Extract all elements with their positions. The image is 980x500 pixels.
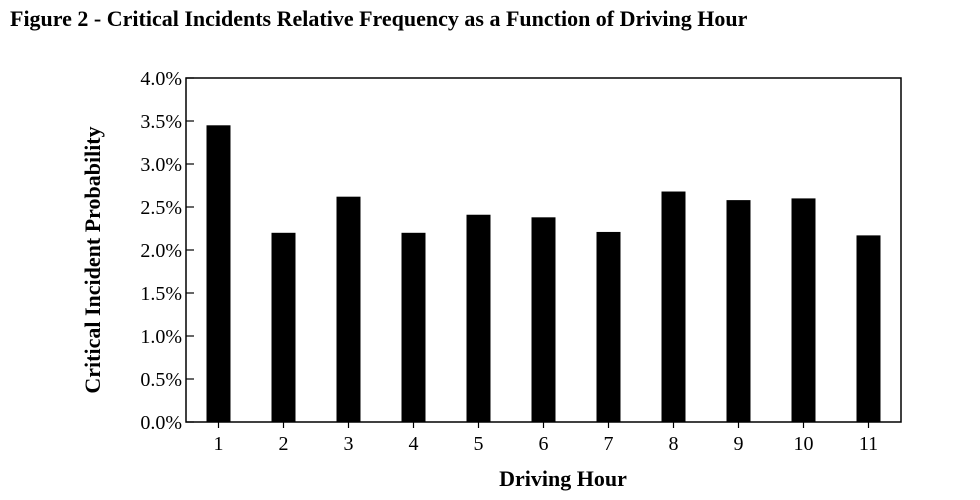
bar	[791, 198, 816, 422]
y-tick-label: 1.0%	[140, 326, 182, 348]
bar	[856, 235, 881, 422]
bars	[206, 125, 881, 423]
x-tick-label: 6	[539, 433, 549, 455]
y-tick-label: 3.0%	[140, 154, 182, 176]
bar	[531, 217, 556, 422]
bar	[596, 231, 621, 422]
x-tick-label: 7	[604, 433, 614, 455]
x-axis: 1 2 3 4 5 6 7 8 9 10 11	[214, 422, 878, 455]
bar	[401, 232, 426, 422]
bar	[466, 214, 491, 422]
x-tick-label: 9	[734, 433, 744, 455]
bar	[726, 200, 751, 422]
x-tick-label: 5	[474, 433, 484, 455]
x-tick-label: 3	[344, 433, 354, 455]
bar	[336, 196, 361, 422]
x-tick-label: 11	[859, 433, 878, 455]
y-tick-label: 4.0%	[140, 68, 182, 90]
y-tick-label: 1.5%	[140, 283, 182, 305]
bar	[661, 191, 686, 422]
x-tick-label: 4	[409, 433, 419, 455]
x-tick-label: 2	[279, 433, 289, 455]
y-tick-label: 3.5%	[140, 111, 182, 133]
y-tick-label: 2.0%	[140, 240, 182, 262]
x-tick-label: 10	[794, 433, 814, 455]
y-tick-label: 0.0%	[140, 412, 182, 434]
x-tick-label: 8	[669, 433, 679, 455]
y-axis-title: Critical Incident Probability	[80, 126, 105, 393]
y-axis: 0.0% 0.5% 1.0% 1.5% 2.0% 2.5% 3.0% 3.5% 4.0%	[140, 68, 194, 434]
y-tick-label: 2.5%	[140, 197, 182, 219]
x-axis-title: Driving Hour	[499, 466, 627, 491]
y-tick-label: 0.5%	[140, 369, 182, 391]
bar	[271, 232, 296, 422]
chart-title: Figure 2 - Critical Incidents Relative F…	[10, 6, 748, 31]
bar	[206, 125, 231, 423]
x-tick-label: 1	[214, 433, 224, 455]
